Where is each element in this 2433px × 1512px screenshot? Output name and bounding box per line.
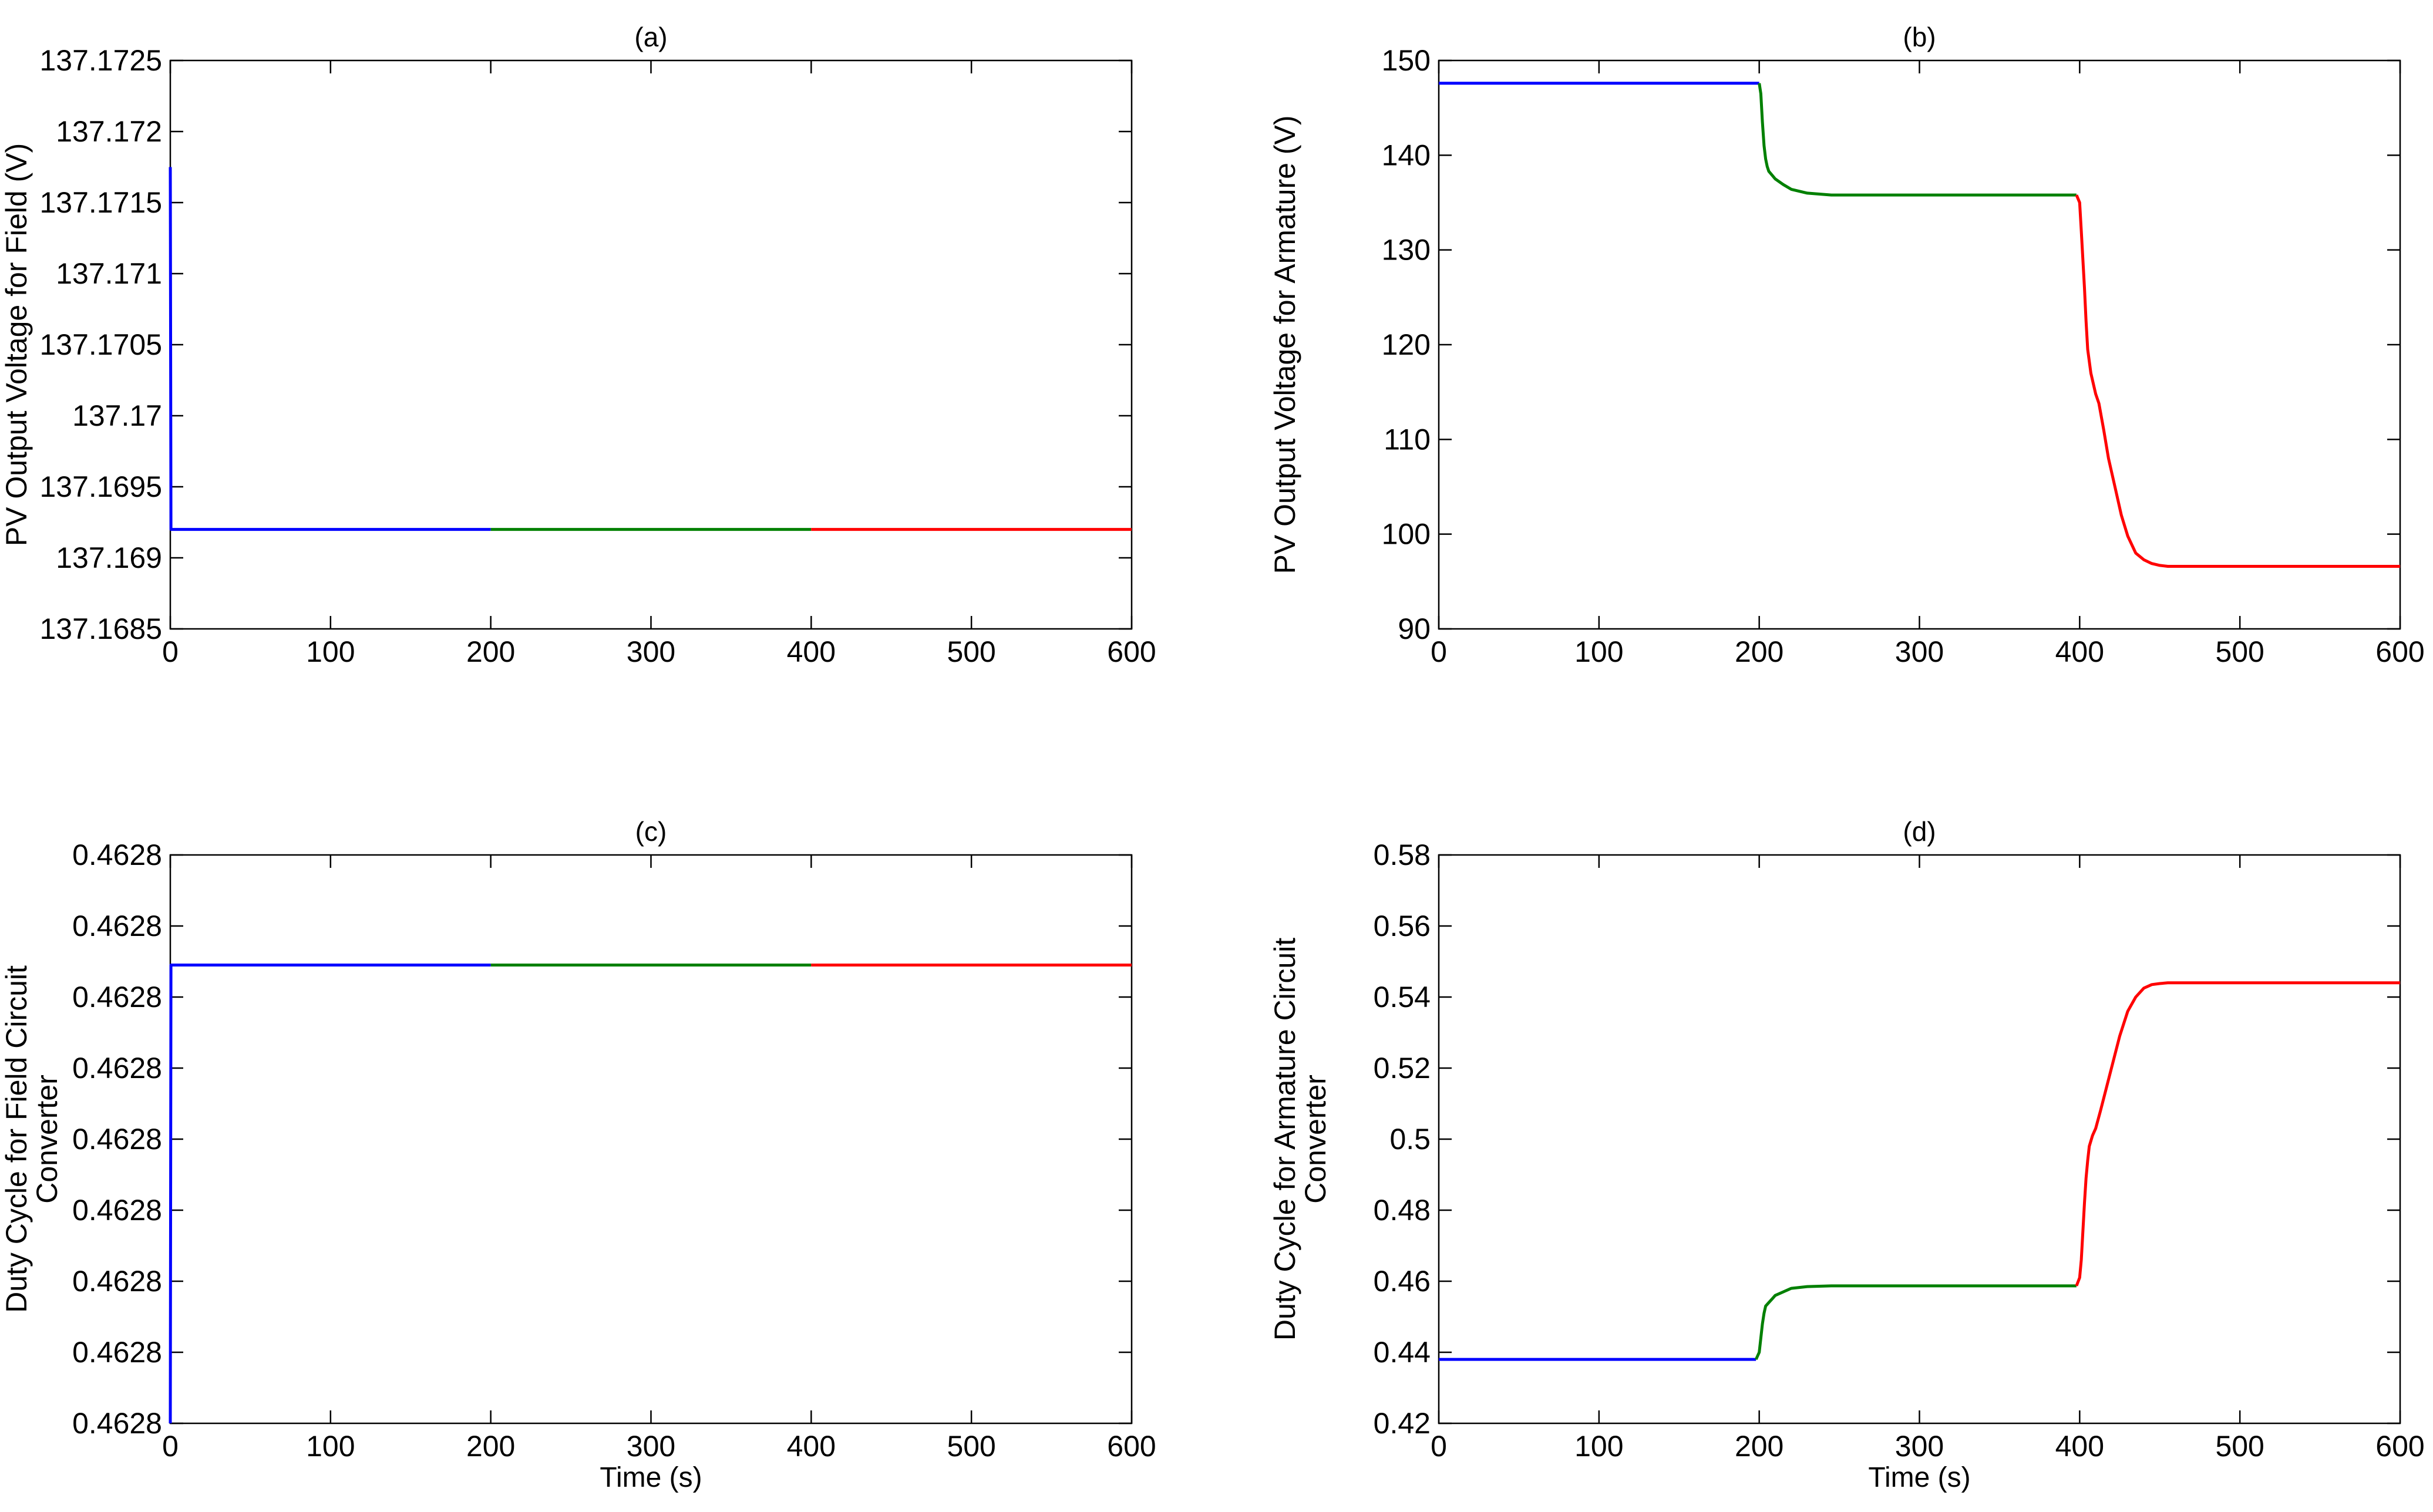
- panel-title: (c): [635, 816, 667, 847]
- y-tick-label: 137.1685: [39, 612, 162, 645]
- x-tick-label: 200: [1735, 1430, 1783, 1463]
- y-tick-label: 150: [1382, 44, 1431, 77]
- y-axis-label: Converter: [1299, 1075, 1332, 1204]
- y-tick-label: 0.4628: [72, 1194, 162, 1227]
- x-axis-label: Time (s): [600, 1462, 702, 1493]
- y-axis-label: Duty Cycle for Field Circuit: [0, 965, 33, 1313]
- y-tick-label: 0.42: [1374, 1407, 1431, 1440]
- y-tick-label: 137.1705: [39, 328, 162, 361]
- x-tick-label: 0: [162, 635, 179, 668]
- series-line-3: [2075, 194, 2400, 568]
- y-tick-label: 0.48: [1374, 1194, 1431, 1227]
- y-tick-label: 137.1695: [39, 470, 162, 503]
- y-tick-label: 0.5: [1389, 1123, 1431, 1156]
- y-tick-label: 0.4628: [72, 1265, 162, 1298]
- y-tick-label: 0.4628: [72, 1052, 162, 1085]
- panel-b: 0 100 200 300 400 500 600 90 100 110 120 130 140 150 (…: [1268, 22, 2425, 668]
- x-tick-label: 300: [627, 635, 675, 668]
- y-tick-label: 137.172: [56, 115, 162, 148]
- y-tick-label: 0.4628: [72, 910, 162, 942]
- y-tick-label: 110: [1384, 423, 1431, 456]
- x-tick-label: 600: [2375, 635, 2424, 668]
- y-tick-label: 130: [1382, 234, 1431, 267]
- y-tick-label: 137.169: [56, 541, 162, 574]
- y-tick-label: 0.56: [1374, 910, 1431, 942]
- x-tick-label: 200: [466, 635, 515, 668]
- y-tick-label: 137.1725: [39, 44, 162, 77]
- x-tick-label: 200: [466, 1430, 515, 1463]
- y-tick-label: 0.54: [1374, 981, 1431, 1013]
- series-line-1: [169, 964, 491, 1424]
- y-tick-label: 140: [1382, 139, 1431, 171]
- series-line-2: [1758, 83, 2077, 197]
- x-tick-label: 0: [162, 1430, 179, 1463]
- y-axis-label: PV Output Voltage for Armature (V): [1268, 116, 1301, 574]
- x-tick-label: 0: [1431, 635, 1447, 668]
- x-tick-label: 100: [306, 635, 355, 668]
- y-tick-label: 137.17: [72, 399, 162, 432]
- x-tick-label: 500: [947, 635, 995, 668]
- x-axis-label: Time (s): [1868, 1462, 1970, 1493]
- series-line-2: [1754, 1284, 2077, 1361]
- y-tick-label: 0.44: [1374, 1336, 1431, 1369]
- y-tick-label: 0.4628: [72, 1407, 162, 1440]
- x-tick-label: 400: [2055, 1430, 2104, 1463]
- axes-frame: [1438, 59, 2401, 630]
- panel-c: 0 100 200 300 400 500 600 0.4628 0.4628 0.4628 0.4…: [0, 816, 1156, 1493]
- y-tick-label: 120: [1382, 328, 1431, 361]
- x-tick-label: 100: [1574, 635, 1623, 668]
- y-axis-label: Duty Cycle for Armature Circuit: [1268, 938, 1301, 1341]
- x-tick-label: 100: [306, 1430, 355, 1463]
- panel-title: (a): [634, 22, 667, 52]
- x-tick-label: 400: [787, 1430, 836, 1463]
- panel-a: 0 100 200 300 400 500 600 137.1685 137.169 137.16…: [0, 22, 1156, 668]
- y-axis-label: Converter: [31, 1075, 63, 1204]
- axes-frame: [1438, 854, 2401, 1425]
- y-tick-label: 137.1715: [39, 186, 162, 219]
- x-tick-label: 600: [1107, 1430, 1156, 1463]
- series-line-3: [2075, 981, 2400, 1287]
- y-tick-label: 0.52: [1374, 1052, 1431, 1085]
- x-tick-label: 600: [2375, 1430, 2424, 1463]
- axes-frame: [169, 59, 1133, 630]
- x-tick-label: 300: [1895, 1430, 1944, 1463]
- y-tick-label: 0.58: [1374, 838, 1431, 871]
- panel-title: (d): [1903, 816, 1936, 847]
- x-tick-label: 100: [1574, 1430, 1623, 1463]
- x-tick-label: 500: [2215, 1430, 2264, 1463]
- y-tick-label: 137.171: [56, 257, 162, 290]
- x-tick-label: 600: [1107, 635, 1156, 668]
- x-tick-label: 0: [1431, 1430, 1447, 1463]
- y-tick-label: 100: [1382, 518, 1431, 551]
- x-tick-label: 400: [787, 635, 836, 668]
- y-tick-label: 0.4628: [72, 1336, 162, 1369]
- x-tick-label: 500: [2215, 635, 2264, 668]
- axes-frame: [169, 854, 1133, 1425]
- y-tick-label: 90: [1398, 612, 1431, 645]
- y-axis-label: PV Output Voltage for Field (V): [0, 143, 33, 546]
- y-tick-label: 0.4628: [72, 838, 162, 871]
- x-tick-label: 300: [1895, 635, 1944, 668]
- y-tick-label: 0.4628: [72, 981, 162, 1013]
- y-tick-label: 0.4628: [72, 1123, 162, 1156]
- x-tick-label: 500: [947, 1430, 995, 1463]
- x-tick-label: 200: [1735, 635, 1783, 668]
- x-tick-label: 300: [627, 1430, 675, 1463]
- series-line-1: [169, 167, 491, 531]
- panel-d: 0 100 200 300 400 500 600 0.42 0.44 0.46 0.48 0.5 0.…: [1268, 816, 2425, 1493]
- x-tick-label: 400: [2055, 635, 2104, 668]
- panel-title: (b): [1903, 22, 1936, 52]
- y-tick-label: 0.46: [1374, 1265, 1431, 1298]
